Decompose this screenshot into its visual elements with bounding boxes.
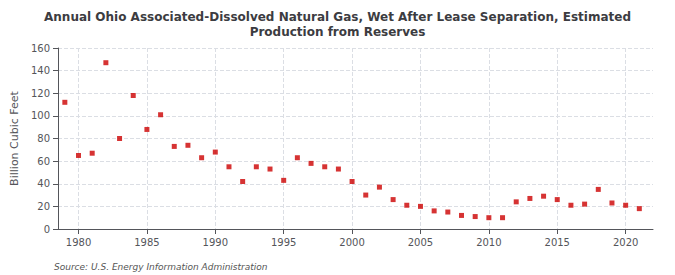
svg-text:1980: 1980 — [66, 237, 91, 248]
svg-text:2000: 2000 — [339, 237, 364, 248]
svg-text:2015: 2015 — [545, 237, 570, 248]
svg-text:Annual Ohio Associated-Dissolv: Annual Ohio Associated-Dissolved Natural… — [44, 10, 631, 24]
svg-text:1990: 1990 — [203, 237, 228, 248]
svg-text:100: 100 — [31, 110, 50, 121]
svg-text:Billion Cubic Feet: Billion Cubic Feet — [8, 90, 21, 185]
svg-text:2020: 2020 — [613, 237, 638, 248]
svg-text:2010: 2010 — [476, 237, 501, 248]
svg-text:120: 120 — [31, 88, 50, 99]
svg-text:60: 60 — [37, 156, 50, 167]
svg-text:2005: 2005 — [408, 237, 433, 248]
svg-text:0: 0 — [44, 224, 50, 235]
svg-text:140: 140 — [31, 65, 50, 76]
svg-text:20: 20 — [37, 201, 50, 212]
svg-text:Source: U.S. Energy Informatio: Source: U.S. Energy Information Administ… — [54, 262, 268, 272]
svg-text:Production from Reserves: Production from Reserves — [250, 25, 426, 39]
svg-text:80: 80 — [37, 133, 50, 144]
svg-text:1985: 1985 — [134, 237, 159, 248]
svg-text:160: 160 — [31, 43, 50, 54]
svg-text:40: 40 — [37, 178, 50, 189]
svg-text:1995: 1995 — [271, 237, 296, 248]
